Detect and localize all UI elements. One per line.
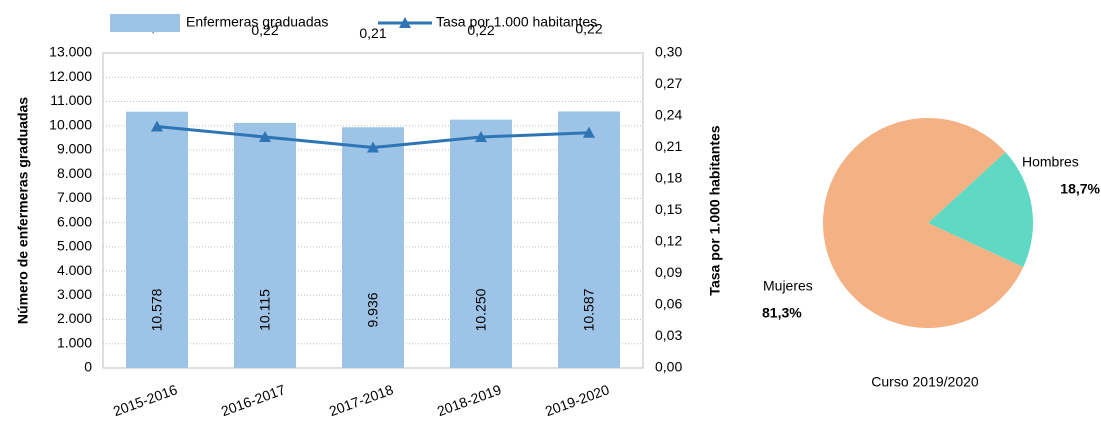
line-value-label: 0,22 (575, 21, 602, 37)
bar (126, 111, 188, 368)
x-tick-label: 2019-2020 (543, 381, 612, 419)
bar-value-label: 10.578 (149, 288, 165, 331)
line-marker (259, 131, 271, 142)
y2-tick-label: 0,06 (655, 296, 682, 312)
y2-tick-label: 0,15 (655, 201, 682, 217)
pie-caption: Curso 2019/2020 (871, 374, 979, 390)
bar (558, 111, 620, 369)
y2-tick-label: 0,03 (655, 327, 682, 343)
y-tick-label: 6.000 (57, 213, 92, 229)
y-tick-label: 0 (84, 359, 92, 375)
y-tick-label: 4.000 (57, 262, 92, 278)
legend-swatch (110, 14, 180, 32)
bar-value-label: 10.250 (473, 288, 489, 331)
pie-label: Mujeres (763, 278, 813, 294)
pie-slice (822, 118, 1024, 329)
x-tick-label: 2017-2018 (327, 381, 396, 419)
y-tick-label: 7.000 (57, 189, 92, 205)
y2-tick-label: 0,21 (655, 138, 682, 154)
line-value-label: 0,22 (467, 22, 494, 38)
y2-tick-label: 0,24 (655, 107, 682, 123)
legend-label: Enfermeras graduadas (186, 14, 328, 30)
bar (342, 127, 404, 369)
bar (450, 119, 512, 368)
x-tick-label: 2018-2019 (435, 381, 504, 419)
line-marker (367, 141, 379, 153)
y-axis-label: Número de enfermeras graduadas (15, 97, 31, 324)
line-value-label: 0,21 (359, 25, 386, 41)
line-marker (583, 126, 595, 138)
y2-axis-label: Tasa por 1.000 habitantes (707, 125, 723, 295)
y-tick-label: 2.000 (57, 310, 92, 326)
y2-tick-label: 0,27 (655, 75, 682, 91)
y-tick-label: 10.000 (49, 116, 92, 132)
line-marker (475, 131, 487, 142)
x-tick-label: 2016-2017 (219, 381, 288, 419)
line-marker (151, 120, 163, 132)
y-tick-label: 13.000 (49, 44, 92, 60)
y-tick-label: 1.000 (57, 334, 92, 350)
legend-label: Tasa por 1.000 habitantes (436, 14, 597, 30)
y-tick-label: 8.000 (57, 165, 92, 181)
y2-tick-label: 0,12 (655, 233, 682, 249)
y2-tick-label: 0,30 (655, 44, 682, 60)
pie-value-label: 18,7% (1060, 181, 1100, 197)
y-tick-label: 5.000 (57, 238, 92, 254)
line-value-label: 0,22 (251, 22, 278, 38)
y2-tick-label: 0,00 (655, 359, 682, 375)
y2-tick-label: 0,18 (655, 170, 682, 186)
pie-label: Hombres (1022, 154, 1079, 170)
legend-swatch (399, 17, 411, 28)
y-tick-label: 12.000 (49, 68, 92, 84)
bar-value-label: 10.587 (581, 288, 597, 331)
y-tick-label: 11.000 (50, 92, 92, 108)
bar (234, 122, 296, 369)
bar-value-label: 9.936 (365, 292, 381, 327)
pie-value-label: 81,3% (762, 305, 802, 321)
y-tick-label: 9.000 (57, 141, 92, 157)
pie-slice (928, 152, 1033, 268)
y2-tick-label: 0,09 (655, 264, 682, 280)
x-tick-label: 2015-2016 (111, 381, 180, 419)
y-tick-label: 3.000 (57, 286, 92, 302)
bar-value-label: 10.115 (257, 289, 273, 331)
